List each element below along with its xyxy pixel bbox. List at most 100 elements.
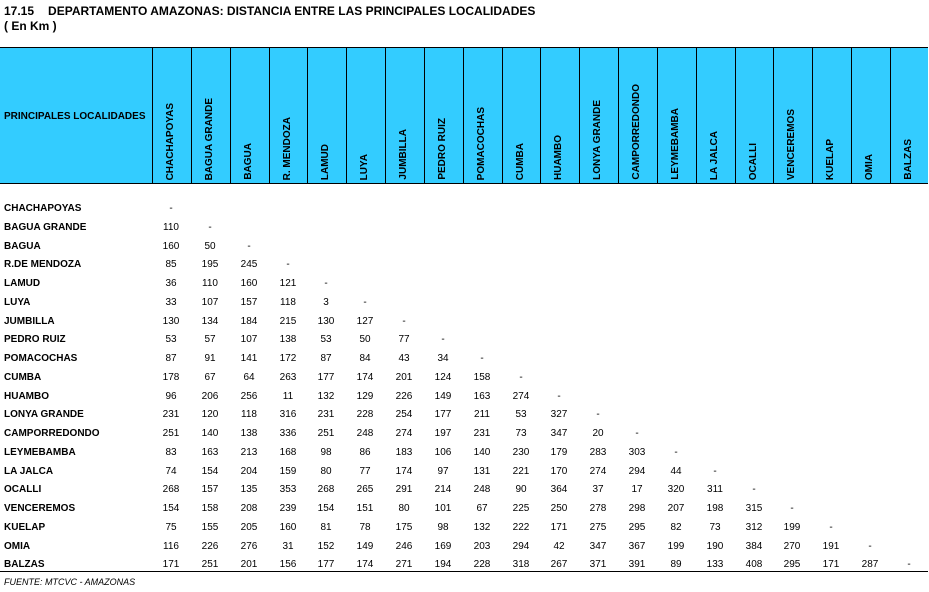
table-cell: 230: [512, 447, 530, 458]
table-cell: 97: [437, 466, 449, 477]
column-header: LAMUD: [320, 143, 331, 180]
table-bottom-border: [0, 571, 928, 572]
table-cell: 87: [165, 353, 177, 364]
table-cell: 204: [240, 466, 258, 477]
table-cell: 154: [162, 503, 180, 514]
table-cell: 270: [783, 541, 801, 552]
table-cell: 157: [240, 297, 258, 308]
table-cell: 168: [279, 447, 297, 458]
table-cell: -: [829, 522, 833, 533]
row-label: BALZAS: [4, 559, 45, 570]
table-cell: 31: [282, 541, 294, 552]
row-label: CUMBA: [4, 372, 42, 383]
column-separator: [424, 48, 425, 183]
table-cell: 154: [317, 503, 335, 514]
table-cell: 248: [356, 428, 374, 439]
table-cell: 190: [706, 541, 724, 552]
table-cell: 77: [359, 466, 371, 477]
table-cell: 50: [359, 334, 371, 345]
column-separator: [502, 48, 503, 183]
table-header: PRINCIPALES LOCALIDADES CHACHAPOYAS BAGUA…: [0, 47, 928, 184]
table-cell: 141: [240, 353, 258, 364]
table-cell: 222: [512, 522, 530, 533]
table-cell: 250: [550, 503, 568, 514]
column-header: OCALLI: [748, 142, 759, 180]
column-separator: [735, 48, 736, 183]
table-cell: 228: [473, 559, 491, 570]
table-cell: 201: [395, 372, 413, 383]
table-cell: 408: [745, 559, 763, 570]
column-separator: [346, 48, 347, 183]
table-cell: 183: [395, 447, 413, 458]
table-cell: 129: [356, 391, 374, 402]
table-cell: 205: [240, 522, 258, 533]
table-cell: 347: [550, 428, 568, 439]
row-label: OCALLI: [4, 484, 42, 495]
table-cell: 134: [201, 316, 219, 327]
table-cell: 73: [709, 522, 721, 533]
table-cell: 53: [165, 334, 177, 345]
table-cell: 312: [745, 522, 763, 533]
column-separator: [890, 48, 891, 183]
column-header: HUAMBO: [553, 135, 564, 180]
table-cell: 278: [589, 503, 607, 514]
table-cell: 245: [240, 259, 258, 270]
table-cell: 174: [356, 372, 374, 383]
table-cell: 203: [473, 541, 491, 552]
table-cell: 221: [512, 466, 530, 477]
column-header: JUMBILLA: [398, 129, 409, 180]
table-cell: -: [596, 409, 600, 420]
column-separator: [618, 48, 619, 183]
table-cell: 83: [165, 447, 177, 458]
table-cell: 207: [667, 503, 685, 514]
row-label: LUYA: [4, 297, 31, 308]
column-header: BAGUA GRANDE: [204, 97, 215, 180]
row-label: CAMPORREDONDO: [4, 428, 100, 439]
table-cell: 130: [317, 316, 335, 327]
table-cell: 80: [398, 503, 410, 514]
table-cell: 267: [550, 559, 568, 570]
table-cell: 157: [201, 484, 219, 495]
column-header: BAGUA: [243, 143, 254, 180]
table-cell: 197: [434, 428, 452, 439]
table-cell: 231: [162, 409, 180, 420]
column-header: KUELAP: [825, 138, 836, 180]
table-cell: -: [480, 353, 484, 364]
table-cell: 36: [165, 278, 177, 289]
table-cell: 315: [745, 503, 763, 514]
table-cell: 251: [317, 428, 335, 439]
table-cell: 89: [670, 559, 682, 570]
table-cell: -: [286, 259, 290, 270]
column-separator: [851, 48, 852, 183]
table-cell: 106: [434, 447, 452, 458]
column-separator: [579, 48, 580, 183]
table-cell: 214: [434, 484, 452, 495]
row-label: LONYA GRANDE: [4, 409, 84, 420]
table-cell: 118: [280, 297, 296, 308]
table-cell: 87: [320, 353, 332, 364]
row-label: PEDRO RUIZ: [4, 334, 66, 345]
table-cell: 85: [165, 259, 177, 270]
column-header: R. MENDOZA: [282, 116, 293, 180]
table-cell: 251: [162, 428, 180, 439]
column-separator: [269, 48, 270, 183]
column-header: CUMBA: [515, 142, 526, 180]
table-cell: 174: [395, 466, 413, 477]
table-cell: 184: [240, 316, 258, 327]
table-cell: -: [402, 316, 406, 327]
table-cell: -: [557, 391, 561, 402]
table-cell: 131: [473, 466, 491, 477]
table-cell: 213: [240, 447, 258, 458]
table-cell: 152: [317, 541, 335, 552]
table-cell: 263: [279, 372, 297, 383]
table-cell: 50: [204, 241, 216, 252]
table-cell: 274: [589, 466, 607, 477]
table-cell: 271: [395, 559, 413, 570]
table-cell: 67: [476, 503, 488, 514]
table-cell: 276: [240, 541, 258, 552]
table-cell: 149: [356, 541, 374, 552]
table-cell: 239: [279, 503, 297, 514]
table-cell: 171: [550, 522, 568, 533]
table-cell: 268: [317, 484, 335, 495]
table-cell: 132: [317, 391, 335, 402]
